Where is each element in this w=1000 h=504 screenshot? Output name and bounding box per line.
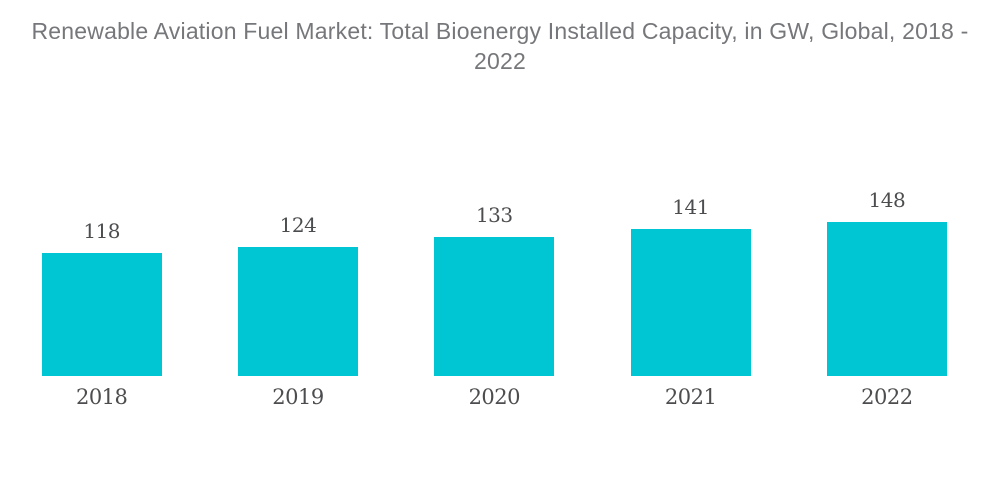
bar-value-label-2022: 148 (868, 188, 906, 212)
bar-value-label-2019: 124 (279, 213, 317, 237)
bar-2018 (41, 253, 162, 376)
bar-2021 (630, 229, 751, 376)
x-axis-label-2018: 2018 (75, 385, 128, 409)
bar-2020 (434, 237, 555, 376)
bar-2022 (826, 222, 947, 376)
bar-value-label-2021: 141 (672, 195, 709, 219)
bar-value-label-2020: 133 (475, 203, 513, 227)
chart-title-line1: Renewable Aviation Fuel Market: Total Bi… (31, 18, 969, 44)
bar-value-label-2018: 118 (83, 219, 121, 243)
x-axis-label-2020: 2020 (468, 385, 521, 409)
chart-title: Renewable Aviation Fuel Market: Total Bi… (0, 16, 1000, 76)
x-axis-label-2022: 2022 (861, 385, 913, 409)
bar-2019 (238, 247, 358, 376)
x-axis-label-2019: 2019 (272, 385, 324, 409)
chart-title-line2: 2022 (474, 48, 526, 74)
x-axis-label-2021: 2021 (664, 385, 717, 409)
